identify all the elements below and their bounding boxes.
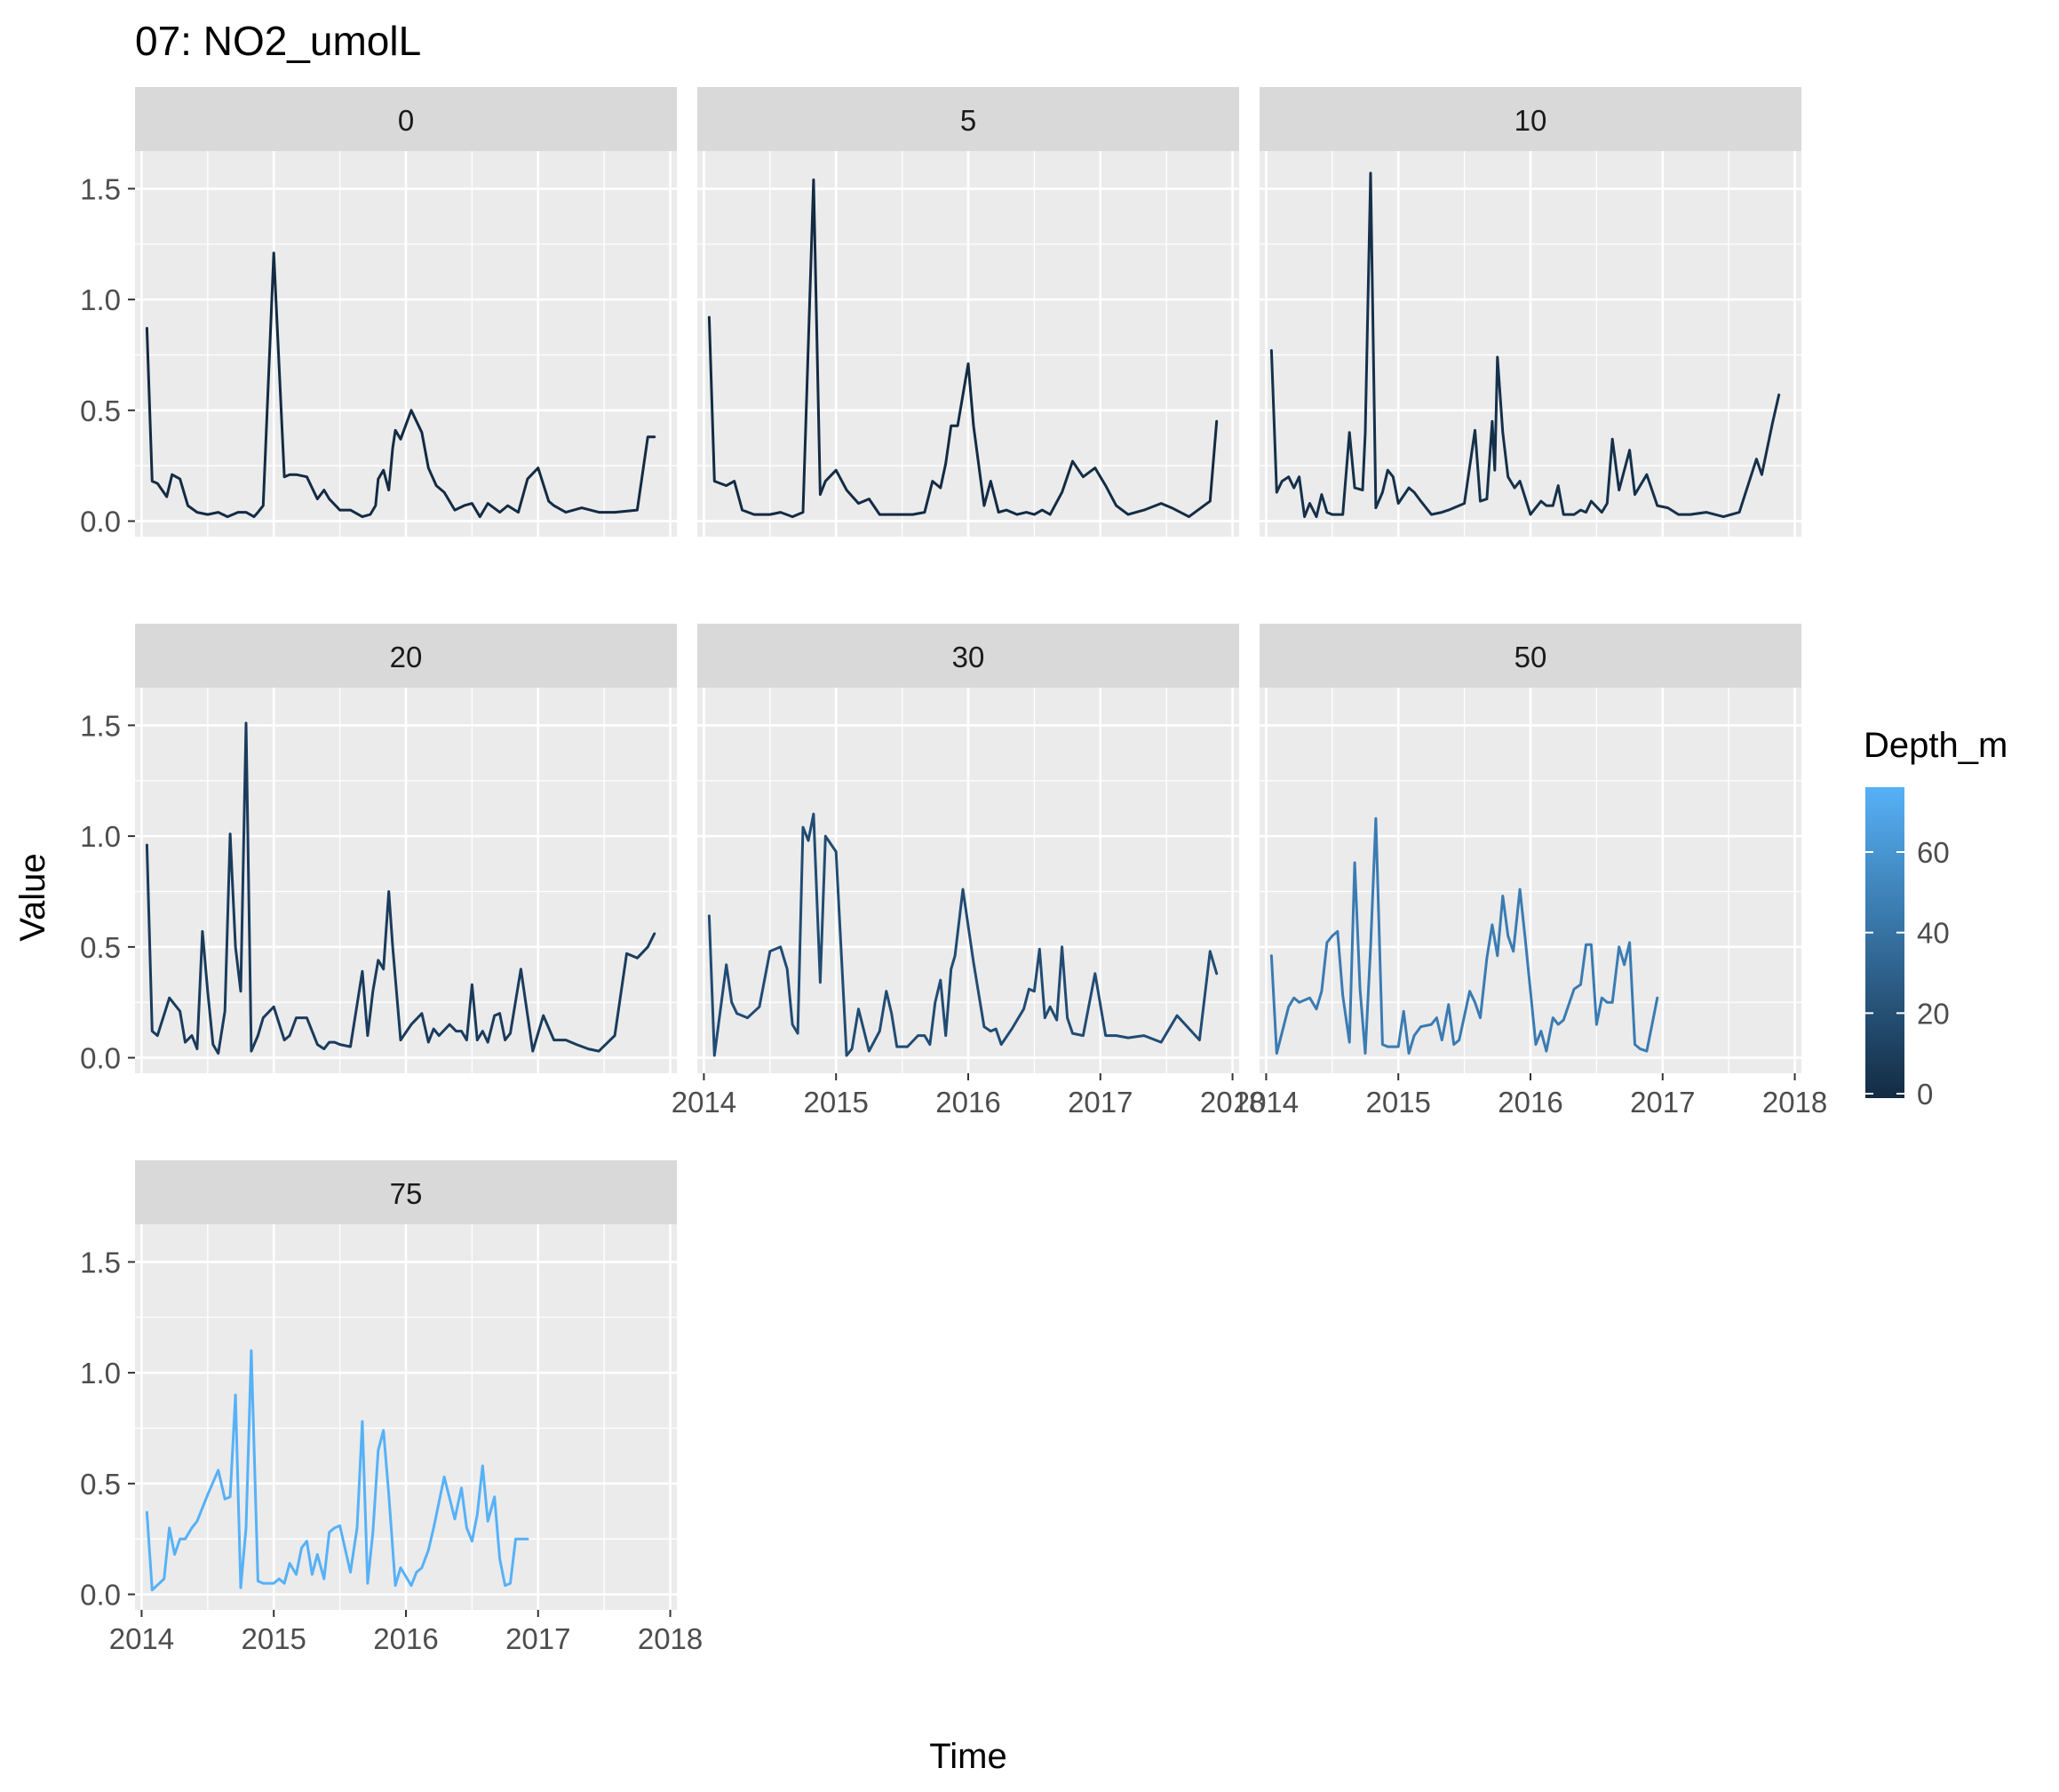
x-tick-label: 2014 [109,1622,174,1655]
y-tick-label: 1.5 [80,1246,121,1278]
y-axis-title: Value [13,853,52,941]
facet-strip [135,1160,677,1224]
facet-strip-label: 5 [960,104,976,137]
legend-tick-label: 20 [1917,997,1950,1030]
facet-strip-label: 20 [390,641,423,673]
y-tick-label: 1.5 [80,709,121,742]
y-tick-label: 1.0 [80,1357,121,1390]
y-tick-label: 0.5 [80,931,121,964]
facet-strip-label: 75 [390,1177,423,1210]
legend-colorbar [1865,787,1904,1098]
panels-layer: 0 0.0 0.5 1.0 1.5 5 10 20 0.0 0.5 1.0 1.5 30 2014 2015… [80,87,1827,1655]
series-line-depth-10 [1269,171,1781,519]
facet-strip-label: 50 [1514,641,1547,673]
y-tick-label: 0.0 [80,1042,121,1075]
x-tick-label: 2015 [804,1086,869,1119]
x-tick-label: 2014 [672,1086,736,1119]
series-line-depth-30 [707,812,1219,1057]
x-tick-label: 2018 [1200,1086,1265,1119]
series-line-depth-20 [145,721,656,1055]
x-tick-label: 2016 [1498,1086,1562,1119]
facet-strip [697,624,1239,688]
x-axis-title: Time [929,1737,1006,1776]
y-tick-label: 0.5 [80,394,121,427]
facet-strip [1260,624,1801,688]
series-line-depth-0 [145,251,656,519]
legend-tick-label: 60 [1917,836,1950,869]
x-tick-label: 2017 [1630,1086,1695,1119]
y-tick-label: 0.5 [80,1468,121,1501]
x-tick-label: 2017 [1068,1086,1133,1119]
facet-panel-20: 20 0.0 0.5 1.0 1.5 [80,624,677,1075]
facet-strip [697,87,1239,151]
x-tick-label: 2015 [242,1622,306,1655]
facet-strip-label: 0 [398,104,414,137]
series-line-depth-75 [145,1349,529,1592]
facet-strip-label: 10 [1514,104,1547,137]
y-tick-label: 1.0 [80,283,121,316]
x-tick-label: 2017 [505,1622,570,1655]
facet-strip [135,87,677,151]
facet-panel-75: 75 0.0 0.5 1.0 1.5 2014 2015 2016 2017 2018 [80,1160,703,1655]
legend: Depth_m 0 20 40 60 [1864,726,2007,1111]
x-tick-label: 2018 [638,1622,703,1655]
facet-panel-0: 0 0.0 0.5 1.0 1.5 [80,87,677,538]
legend-ticks: 0 20 40 60 [1865,836,1950,1111]
x-tick-label: 2016 [373,1622,438,1655]
legend-tick-label: 40 [1917,917,1950,950]
x-tick-label: 2014 [1234,1086,1299,1119]
facet-strip-label: 30 [952,641,985,673]
facet-panel-10: 10 [1260,87,1801,537]
x-tick-label: 2015 [1366,1086,1431,1119]
x-tick-label: 2018 [1762,1086,1827,1119]
facet-panel-30: 30 2014 2015 2016 2017 2018 [672,624,1265,1119]
x-tick-label: 2016 [935,1086,1000,1119]
legend-title: Depth_m [1864,726,2007,765]
chart-title: 07: NO2_umolL [135,18,421,64]
legend-tick-label: 0 [1917,1078,1933,1111]
series-line-depth-5 [707,178,1219,519]
facet-strip [1260,87,1801,151]
y-tick-label: 0.0 [80,1579,121,1612]
y-tick-label: 1.5 [80,172,121,205]
y-tick-label: 1.0 [80,820,121,853]
y-tick-label: 0.0 [80,506,121,538]
facet-panel-50: 50 2014 2015 2016 2017 2018 [1234,624,1827,1119]
series-line-depth-50 [1269,816,1659,1055]
facet-strip [135,624,677,688]
facet-panel-5: 5 [697,87,1239,537]
